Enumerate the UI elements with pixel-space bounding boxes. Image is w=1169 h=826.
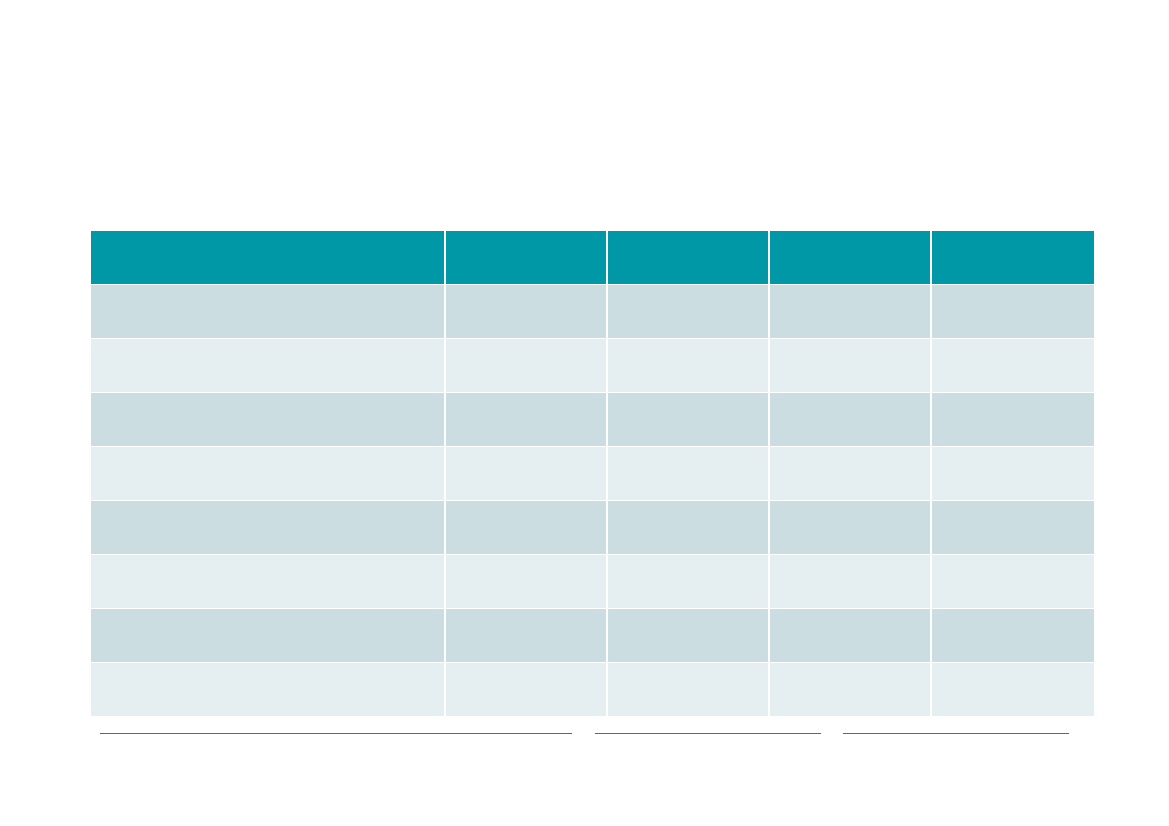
table-cell bbox=[770, 663, 930, 716]
table-cell bbox=[91, 285, 444, 338]
table-cell bbox=[91, 555, 444, 608]
table-cell bbox=[770, 285, 930, 338]
table-cell bbox=[932, 609, 1094, 662]
table-cell bbox=[91, 501, 444, 554]
table-cell bbox=[932, 339, 1094, 392]
table-cell bbox=[446, 609, 606, 662]
table-cell bbox=[608, 555, 768, 608]
data-table bbox=[91, 231, 1094, 716]
table-cell bbox=[91, 609, 444, 662]
table-cell bbox=[770, 609, 930, 662]
table-cell bbox=[91, 339, 444, 392]
table-cell bbox=[770, 555, 930, 608]
table-cell bbox=[770, 501, 930, 554]
table-cell bbox=[608, 501, 768, 554]
table-cell bbox=[608, 609, 768, 662]
header-cell-3 bbox=[608, 231, 768, 284]
table-cell bbox=[91, 663, 444, 716]
header-cell-4 bbox=[770, 231, 930, 284]
table-cell bbox=[932, 447, 1094, 500]
signature-line-2 bbox=[595, 733, 821, 734]
table-cell bbox=[608, 393, 768, 446]
signature-line-3 bbox=[843, 733, 1069, 734]
table-cell bbox=[446, 555, 606, 608]
table-cell bbox=[770, 447, 930, 500]
table-cell bbox=[932, 501, 1094, 554]
table-cell bbox=[608, 285, 768, 338]
header-cell-2 bbox=[446, 231, 606, 284]
header-cell-5 bbox=[932, 231, 1094, 284]
table-cell bbox=[608, 447, 768, 500]
table-cell bbox=[932, 393, 1094, 446]
table-cell bbox=[608, 663, 768, 716]
signature-line-1 bbox=[100, 733, 572, 734]
table-cell bbox=[932, 555, 1094, 608]
table-cell bbox=[446, 285, 606, 338]
signature-lines bbox=[0, 733, 1169, 735]
table-cell bbox=[770, 339, 930, 392]
table-cell bbox=[932, 285, 1094, 338]
table-cell bbox=[446, 501, 606, 554]
table-cell bbox=[446, 393, 606, 446]
table-cell bbox=[446, 339, 606, 392]
table-cell bbox=[608, 339, 768, 392]
table-cell bbox=[446, 447, 606, 500]
header-cell-1 bbox=[91, 231, 444, 284]
table-cell bbox=[932, 663, 1094, 716]
table-cell bbox=[446, 663, 606, 716]
table-cell bbox=[91, 447, 444, 500]
table-cell bbox=[91, 393, 444, 446]
table-cell bbox=[770, 393, 930, 446]
